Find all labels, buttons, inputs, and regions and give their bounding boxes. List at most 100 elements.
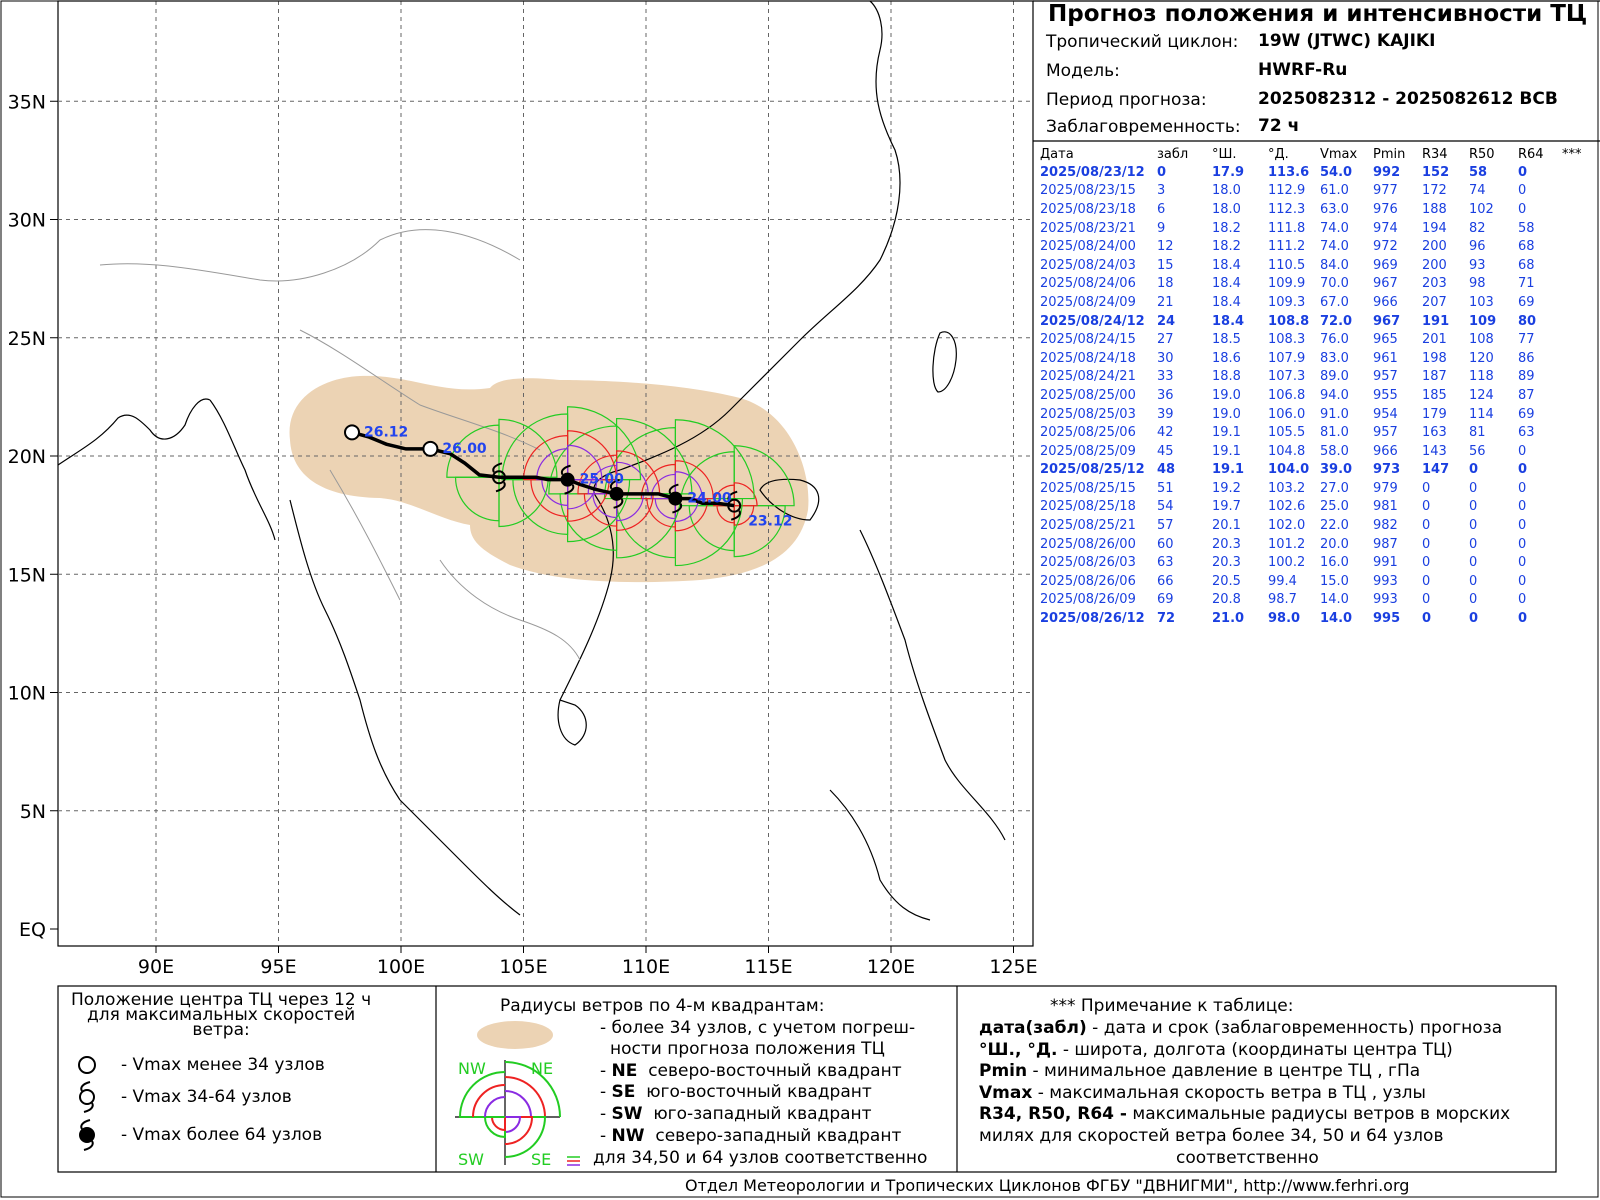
cell-lon: 111.8 — [1268, 220, 1306, 236]
track-point — [560, 464, 575, 495]
track-labels: 26.12 26.00 25.00 24.00 23.12 — [364, 424, 792, 529]
cell-lat: 18.4 — [1212, 257, 1241, 273]
cell-r64: 77 — [1518, 332, 1535, 348]
legend3-text: - максимальная скорость ветра в ТЦ , узл… — [1032, 1082, 1426, 1103]
borders — [99, 229, 581, 661]
cell-date: 2025/08/25/06 — [1040, 425, 1136, 441]
table-row: 2025/08/24/09 21 18.4 109.3 67.0 966 207 103 69 — [1040, 293, 1582, 312]
cell-lead: 42 — [1157, 425, 1174, 441]
table-row: 2025/08/24/12 24 18.4 108.8 72.0 967 191 109 80 — [1040, 312, 1582, 331]
cell-r34: 200 — [1422, 239, 1447, 255]
cell-r64: 0 — [1518, 480, 1527, 496]
lead-label: Заблаговременность: — [1046, 117, 1241, 137]
quad-label-sw: SW — [458, 1150, 484, 1169]
cell-r34: 0 — [1422, 518, 1431, 534]
cell-r50: 108 — [1469, 332, 1494, 348]
legend2-title: Радиусы ветров по 4-м квадрантам: — [500, 996, 825, 1016]
cell-lat: 19.7 — [1212, 499, 1241, 515]
cell-vmax: 83.0 — [1320, 350, 1349, 366]
symbol-vmax-34-64-icon — [79, 1081, 95, 1113]
cell-pmin: 993 — [1373, 592, 1398, 608]
symbol-vmax-lt34-icon — [78, 1056, 96, 1074]
cell-lat: 18.6 — [1212, 350, 1241, 366]
col-lead: забл — [1157, 147, 1189, 162]
table-row: 2025/08/23/15 3 18.0 112.9 61.0 977 172 74 0 — [1040, 182, 1582, 201]
cell-lat: 19.1 — [1212, 443, 1241, 459]
cell-pmin: 995 — [1373, 611, 1401, 627]
cell-lat: 20.3 — [1212, 536, 1241, 552]
cell-date: 2025/08/25/21 — [1040, 518, 1136, 534]
cell-lat: 18.4 — [1212, 313, 1245, 329]
table-row: 2025/08/24/03 15 18.4 110.5 84.0 969 200 93 68 — [1040, 256, 1582, 275]
legend3-line6: милях для скоростей ветра более 34, 50 и… — [979, 1126, 1444, 1146]
legend3-line: °Ш., °Д. - широта, долгота (координаты ц… — [979, 1040, 1453, 1060]
track-symbols — [344, 424, 742, 521]
table-row: 2025/08/24/21 33 18.8 107.3 89.0 957 187 118 89 — [1040, 368, 1582, 387]
cell-date: 2025/08/26/00 — [1040, 536, 1136, 552]
cell-pmin: 957 — [1373, 425, 1398, 441]
cell-lead: 51 — [1157, 480, 1174, 496]
cell-lead: 69 — [1157, 592, 1174, 608]
cell-vmax: 27.0 — [1320, 480, 1349, 496]
cell-r34: 0 — [1422, 592, 1431, 608]
legend3-text: - дата и срок (заблаговременность) прогн… — [1086, 1018, 1503, 1038]
cell-lat: 20.8 — [1212, 592, 1241, 608]
text-se: юго-восточный квадрант — [646, 1082, 872, 1102]
cell-r34: 163 — [1422, 425, 1447, 441]
col-vmax: Vmax — [1320, 147, 1358, 162]
cell-lead: 57 — [1157, 518, 1174, 534]
period-label: Период прогноза: — [1046, 90, 1207, 110]
cell-lon: 105.5 — [1268, 425, 1306, 441]
cell-lead: 33 — [1157, 369, 1174, 385]
legend2-last: для 34,50 и 64 узлов соответственно — [593, 1148, 928, 1168]
cell-r34: 152 — [1422, 164, 1450, 180]
lon-label: 100E — [377, 956, 425, 978]
cell-lon: 112.9 — [1268, 183, 1306, 199]
cell-date: 2025/08/24/12 — [1040, 313, 1145, 329]
cell-vmax: 54.0 — [1320, 164, 1353, 180]
cell-r34: 179 — [1422, 406, 1447, 422]
lon-label: 95E — [260, 956, 296, 978]
cell-date: 2025/08/26/03 — [1040, 555, 1136, 571]
cell-r34: 200 — [1422, 257, 1447, 273]
quad-label-ne: NE — [531, 1059, 553, 1078]
cell-r64: 0 — [1518, 573, 1527, 589]
cell-pmin: 993 — [1373, 573, 1398, 589]
table-row: 2025/08/25/06 42 19.1 105.5 81.0 957 163 81 63 — [1040, 423, 1582, 442]
cell-r64: 0 — [1518, 592, 1527, 608]
cell-lon: 98.7 — [1268, 592, 1297, 608]
cell-vmax: 15.0 — [1320, 573, 1349, 589]
table-row: 2025/08/24/15 27 18.5 108.3 76.0 965 201 108 77 — [1040, 330, 1582, 349]
table-row: 2025/08/25/09 45 19.1 104.8 58.0 966 143 56 0 — [1040, 442, 1582, 461]
cell-lat: 18.2 — [1212, 220, 1241, 236]
cell-pmin: 966 — [1373, 443, 1398, 459]
cell-r50: 96 — [1469, 239, 1486, 255]
table-row: 2025/08/24/00 12 18.2 111.2 74.0 972 200 96 68 — [1040, 237, 1582, 256]
track-point — [422, 440, 439, 457]
text-sw: юго-западный квадрант — [653, 1104, 872, 1124]
cell-r64: 80 — [1518, 313, 1537, 329]
cell-lead: 63 — [1157, 555, 1174, 571]
cell-lead: 30 — [1157, 350, 1174, 366]
col-note: *** — [1562, 147, 1582, 162]
cell-r50: 0 — [1469, 573, 1478, 589]
lon-axis-labels: 90E 95E 100E 105E 110E 115E 120E 125E — [138, 946, 1038, 978]
cell-lon: 104.0 — [1268, 462, 1310, 478]
track-label: 26.00 — [442, 441, 487, 457]
legend2-nw: - NW северо-западный квадрант — [600, 1126, 902, 1146]
cell-pmin: 977 — [1373, 183, 1398, 199]
cell-pmin: 965 — [1373, 332, 1398, 348]
cell-r50: 98 — [1469, 276, 1486, 292]
cell-lon: 109.9 — [1268, 276, 1306, 292]
cell-lon: 106.8 — [1268, 387, 1306, 403]
cell-r34: 191 — [1422, 313, 1450, 329]
cell-lead: 9 — [1157, 220, 1166, 236]
legend3-text: - минимальное давление в центре ТЦ , гПа — [1027, 1061, 1421, 1081]
code-se: SE — [611, 1082, 636, 1102]
cell-r50: 114 — [1469, 406, 1494, 422]
cell-r34: 185 — [1422, 387, 1447, 403]
cell-date: 2025/08/24/18 — [1040, 350, 1136, 366]
cell-r50: 0 — [1469, 536, 1478, 552]
cell-lat: 19.0 — [1212, 406, 1241, 422]
lon-label: 105E — [499, 956, 547, 978]
